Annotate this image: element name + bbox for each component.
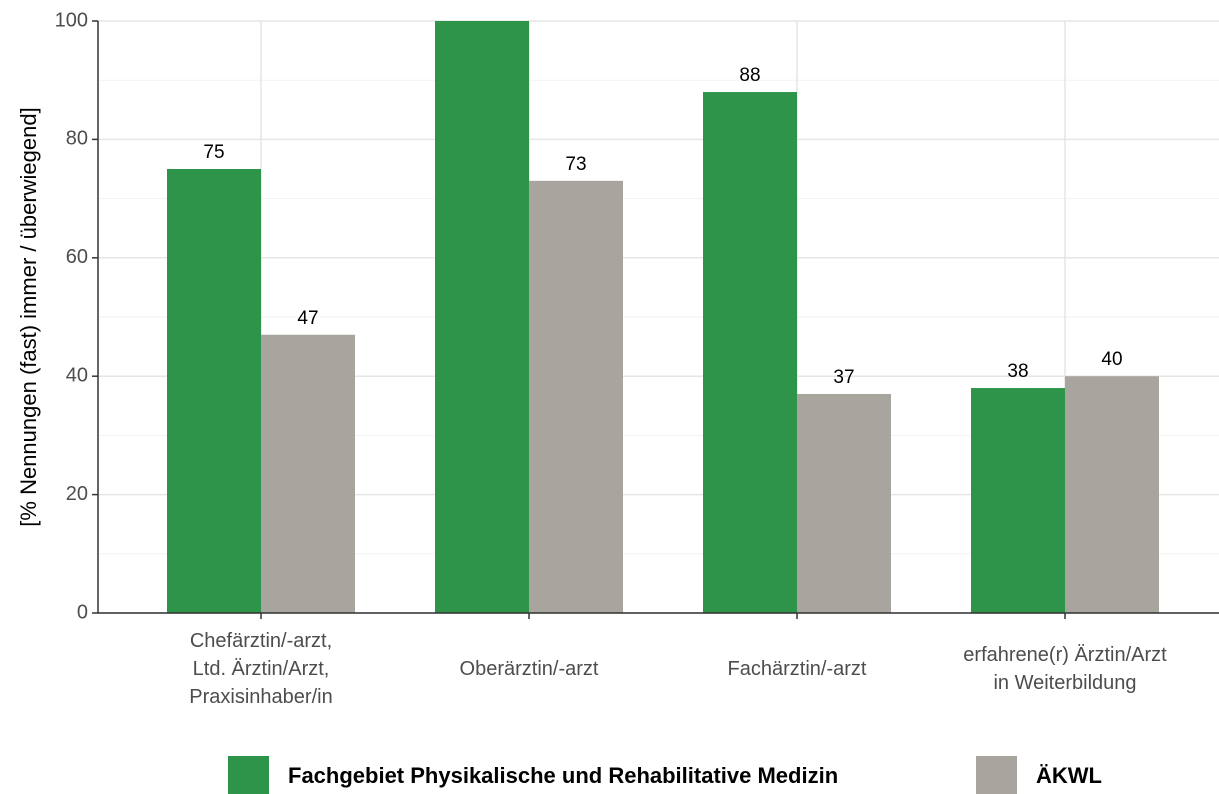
x-tick-label: Chefärztin/-arzt, Ltd. Ärztin/Arzt, Praxis…: [189, 630, 332, 708]
bar: [529, 180, 623, 613]
bar: [971, 388, 1065, 613]
y-tick-label: 60: [66, 246, 88, 268]
x-tick-label-line: Ltd. Ärztin/Arzt,: [193, 658, 330, 680]
y-tick-label: 40: [66, 364, 88, 386]
data-label: 37: [833, 367, 854, 388]
legend-label: Fachgebiet Physikalische und Rehabilitat…: [288, 763, 838, 788]
y-tick-label: 80: [66, 128, 88, 150]
x-tick-label: erfahrene(r) Ärztin/Arzt in Weiterbildung: [963, 644, 1167, 694]
bar: [261, 334, 355, 613]
x-tick-label-line: in Weiterbildung: [993, 672, 1136, 694]
data-label: 47: [297, 308, 318, 329]
data-label: 38: [1007, 361, 1028, 382]
bar: [797, 393, 891, 613]
legend-swatch: [976, 756, 1017, 794]
bar: [167, 169, 261, 613]
data-label: 73: [565, 154, 586, 175]
y-axis-label: [% Nennungen (fast) immer / überwiegend]: [16, 107, 41, 526]
x-tick-label-line: Fachärztin/-arzt: [728, 658, 867, 680]
legend-swatch: [228, 756, 269, 794]
y-tick-label: 100: [55, 9, 88, 31]
legend-label: ÄKWL: [1036, 763, 1102, 788]
x-tick-label-line: Chefärztin/-arzt,: [190, 630, 332, 652]
y-tick-label: 0: [77, 601, 88, 623]
data-label: 40: [1101, 349, 1122, 370]
x-tick-label-line: erfahrene(r) Ärztin/Arzt: [963, 644, 1167, 666]
y-tick-label: 20: [66, 483, 88, 505]
bar: [435, 21, 529, 613]
bar: [1065, 376, 1159, 613]
x-tick-label: Fachärztin/-arzt: [728, 658, 867, 680]
data-label: 88: [739, 65, 760, 86]
data-label: 75: [203, 142, 224, 163]
x-tick-label-line: Praxisinhaber/in: [189, 686, 332, 708]
bar: [703, 92, 797, 614]
x-tick-label-line: Oberärztin/-arzt: [460, 658, 599, 680]
x-tick-label: Oberärztin/-arzt: [460, 658, 599, 680]
